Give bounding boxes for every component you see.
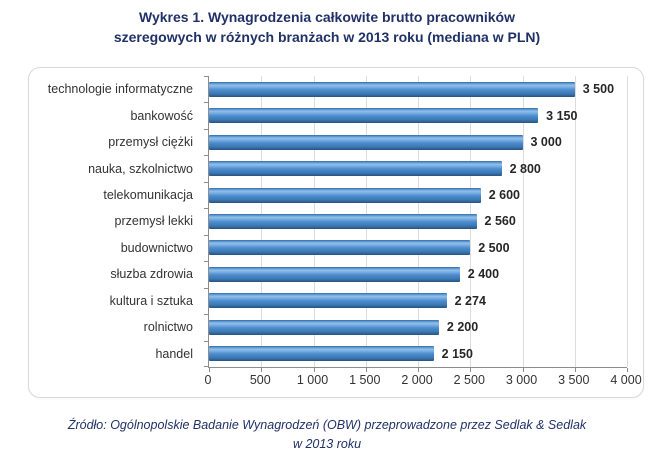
category-label: technologie informatyczne	[47, 82, 193, 97]
value-label: 3 000	[530, 135, 562, 150]
value-label: 2 560	[484, 214, 516, 229]
category-axis-tick	[204, 76, 209, 77]
category-axis-tick	[204, 261, 209, 263]
bar	[209, 161, 502, 177]
value-label: 2 600	[488, 188, 520, 203]
value-label: 2 200	[446, 320, 479, 335]
category-axis-tick	[204, 287, 209, 289]
category-axis-tick	[204, 340, 209, 342]
category-label: telekomunikacja	[103, 188, 193, 203]
x-axis-label: 3 500	[558, 373, 590, 387]
x-axis-label: 2 000	[401, 373, 433, 387]
x-axis-tick	[574, 368, 576, 372]
bar-row: 2 560	[209, 208, 627, 234]
bar-row: 2 500	[209, 235, 627, 261]
x-axis-tick	[365, 368, 367, 372]
plot-area: 3 500 3 150 3 000 2 800 2 600 2 560 2 500 2 400…	[204, 76, 628, 372]
bar	[209, 134, 523, 150]
x-axis-label: 2 500	[453, 373, 485, 387]
bar	[209, 240, 471, 256]
bar-row: 2 400	[209, 261, 627, 287]
category-label: przemysł lekki	[114, 214, 194, 229]
bar-rows: 3 500 3 150 3 000 2 800 2 600 2 560 2 500 2 400…	[209, 76, 627, 367]
bar-row: 2 600	[209, 182, 627, 208]
bar-row: 2 800	[209, 155, 627, 181]
x-axis-label: 3 000	[505, 373, 538, 387]
category-label: rolnictwo	[143, 320, 193, 335]
category-axis-tick	[204, 314, 209, 316]
bar	[209, 213, 477, 229]
x-axis-label: 500	[249, 373, 271, 387]
bar-row: 3 000	[209, 129, 627, 155]
x-axis-tick	[418, 368, 419, 372]
gridline	[627, 76, 628, 367]
gridline	[522, 76, 524, 367]
x-axis-tick	[522, 368, 524, 372]
x-axis-label: 1 000	[296, 373, 329, 387]
value-label: 2 500	[478, 240, 510, 255]
category-axis-tick	[204, 128, 209, 130]
x-axis-tick	[627, 368, 628, 372]
x-axis-tick	[209, 368, 210, 372]
source-note-line1: Źródło: Ogólnopolskie Badanie Wynagrodze…	[67, 418, 587, 432]
category-label: budownictwo	[120, 240, 193, 255]
bar-row: 2 274	[209, 288, 627, 314]
bar	[209, 346, 434, 362]
category-label: kultura i sztuka	[109, 293, 193, 308]
category-label: przemysł ciężki	[108, 135, 193, 150]
chart-title: Wykres 1. Wynagrodzenia całkowite brutto…	[0, 7, 654, 47]
bar-row: 2 150	[209, 341, 627, 367]
bar-row: 3 150	[209, 102, 627, 128]
value-label: 2 800	[509, 161, 541, 176]
bar-row: 2 200	[209, 314, 627, 340]
value-label: 3 150	[546, 108, 578, 123]
bar-row: 3 500	[209, 76, 627, 102]
gridline	[574, 76, 576, 367]
source-note: Źródło: Ogólnopolskie Badanie Wynagrodze…	[0, 416, 654, 454]
x-axis-tick	[470, 368, 472, 372]
category-label: bankowość	[130, 108, 193, 123]
chart-title-line1: Wykres 1. Wynagrodzenia całkowite brutto…	[138, 9, 516, 25]
category-axis-tick	[204, 181, 209, 183]
x-axis-label: 0	[204, 373, 212, 387]
x-axis-tick	[261, 368, 263, 372]
bar	[209, 266, 460, 282]
chart-title-line2: szeregowych w różnych branżach w 2013 ro…	[113, 29, 541, 45]
bar	[209, 187, 481, 203]
category-label: słuzba zdrowia	[110, 267, 193, 282]
bar	[209, 293, 447, 309]
category-label: nauka, szkolnictwo	[88, 161, 193, 176]
chart-frame: technologie informatyczne bankowość przemy…	[28, 67, 644, 398]
value-label: 3 500	[582, 82, 615, 97]
bar	[209, 108, 539, 124]
category-axis-tick	[204, 102, 209, 104]
x-axis-tick	[313, 368, 315, 372]
category-axis-tick	[204, 234, 209, 236]
category-axis-tick	[204, 208, 209, 210]
x-axis-label: 4 000	[610, 373, 642, 387]
value-label: 2 400	[467, 267, 500, 282]
bar	[209, 81, 575, 97]
category-axis-tick	[204, 155, 209, 157]
category-axis-labels: technologie informatyczne bankowość przemy…	[29, 76, 200, 367]
x-axis-labels: 0 500 1 000 1 500 2 000 2 500 3 000 3 500 4 000	[204, 373, 642, 391]
source-note-line2: w 2013 roku	[292, 437, 362, 451]
category-label: handel	[155, 346, 193, 361]
category-axis-tick	[204, 366, 209, 367]
x-axis-label: 1 500	[349, 373, 381, 387]
value-label: 2 150	[441, 346, 473, 361]
value-label: 2 274	[454, 293, 486, 308]
bar	[209, 319, 439, 335]
